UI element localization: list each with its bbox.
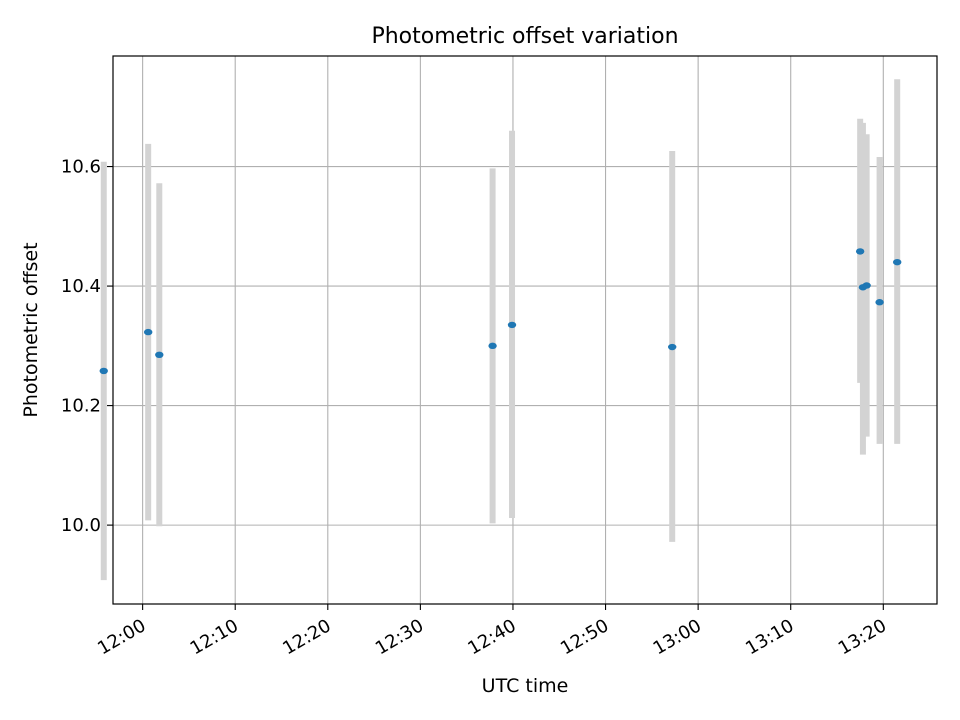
data-point: [99, 367, 108, 375]
chart-title: Photometric offset variation: [371, 24, 678, 49]
data-point: [507, 321, 517, 329]
data-point: [855, 248, 865, 255]
y-axis: 10.0 10.2 10.4 10.6: [61, 157, 113, 536]
data-point: [668, 343, 677, 351]
y-tick-label: 10.4: [61, 276, 101, 297]
y-tick-label: 10.0: [61, 515, 101, 536]
x-axis-label: UTC time: [482, 675, 569, 697]
y-tick-label: 10.2: [61, 396, 101, 417]
data-point: [892, 258, 902, 266]
y-tick-label: 10.6: [61, 157, 101, 178]
data-point: [862, 282, 871, 289]
data-point: [875, 299, 884, 306]
data-point: [143, 328, 153, 336]
y-axis-label: Photometric offset: [20, 242, 42, 417]
data-point: [155, 351, 164, 359]
data-point: [488, 342, 497, 350]
plot-frame: [112, 55, 938, 605]
data-points: [99, 248, 902, 375]
